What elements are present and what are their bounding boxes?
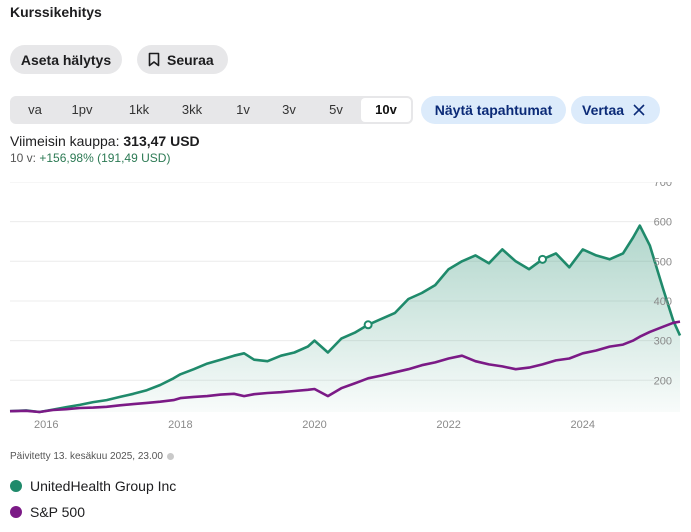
- legend-swatch-spx: [10, 506, 22, 518]
- event-marker[interactable]: [538, 254, 548, 264]
- legend-swatch-unh: [10, 480, 22, 492]
- x-tick-label: 2016: [34, 419, 58, 431]
- period-tab-3v[interactable]: 3v: [282, 102, 296, 117]
- status-dot: [166, 453, 174, 460]
- legend-item-spx[interactable]: S&P 500: [10, 504, 85, 520]
- y-tick-label: 400: [654, 296, 672, 308]
- period-tab-1kk[interactable]: 1kk: [128, 102, 150, 117]
- x-tick-label: 2024: [571, 419, 595, 431]
- show-events-button[interactable]: Näytä tapahtumat: [421, 96, 566, 124]
- x-tick-label: 2018: [168, 419, 192, 431]
- last-updated-text: Päivitetty 13. kesäkuu 2025, 23.00: [10, 451, 163, 462]
- legend-label-unh: UnitedHealth Group Inc: [30, 478, 177, 494]
- last-updated: Päivitetty 13. kesäkuu 2025, 23.00: [10, 451, 174, 462]
- page-title: Kurssikehitys: [10, 4, 102, 20]
- period-tab-5v[interactable]: 5v: [329, 102, 343, 117]
- set-alert-label: Aseta hälytys: [20, 51, 112, 68]
- show-events-label: Näytä tapahtumat: [434, 102, 553, 118]
- legend-label-spx: S&P 500: [30, 504, 86, 520]
- period-change-value: +156,98% (191,49 USD): [39, 151, 171, 165]
- x-tick-label: 2022: [436, 419, 460, 431]
- period-tab-3kk[interactable]: 3kk: [181, 102, 203, 117]
- x-tick-label: 2020: [302, 419, 326, 431]
- period-change: 10 v: +156,98% (191,49 USD): [10, 151, 170, 165]
- y-tick-label: 300: [654, 336, 672, 348]
- y-tick-label: 200: [654, 375, 672, 387]
- event-marker[interactable]: [363, 320, 373, 330]
- y-tick-label: 700: [654, 182, 672, 189]
- price-chart[interactable]: 200 300 400 500 600 700 2016 2018 2020 2022 2024: [0, 182, 691, 440]
- y-tick-label: 600: [654, 217, 672, 229]
- compare-label: Vertaa: [582, 102, 625, 118]
- follow-button[interactable]: Seuraa: [137, 45, 228, 74]
- last-trade-label: Viimeisin kauppa:: [10, 133, 120, 149]
- period-change-label: 10 v:: [10, 151, 37, 165]
- set-alert-button[interactable]: Aseta hälytys: [10, 45, 122, 74]
- series-line-unh: [9, 224, 682, 414]
- period-tab-1pv[interactable]: 1pv: [71, 102, 93, 117]
- close-icon[interactable]: [632, 103, 646, 117]
- period-tab-va[interactable]: va: [28, 102, 42, 117]
- compare-button[interactable]: Vertaa: [571, 96, 660, 124]
- legend-item-unh[interactable]: UnitedHealth Group Inc: [10, 478, 176, 494]
- series-line-spx: [9, 320, 681, 414]
- period-tab-1v[interactable]: 1v: [236, 102, 250, 117]
- follow-label: Seuraa: [167, 51, 214, 68]
- last-trade-value: 313,47 USD: [123, 133, 200, 149]
- bookmark-icon: [148, 52, 160, 67]
- y-tick-label: 500: [654, 256, 672, 268]
- period-selector: va 1pv 1kk 3kk 1v 3v 5v 10v: [10, 96, 413, 124]
- last-trade: Viimeisin kauppa: 313,47 USD: [10, 133, 200, 149]
- period-tab-10v[interactable]: 10v: [361, 98, 411, 122]
- series-area-unh: [10, 225, 680, 412]
